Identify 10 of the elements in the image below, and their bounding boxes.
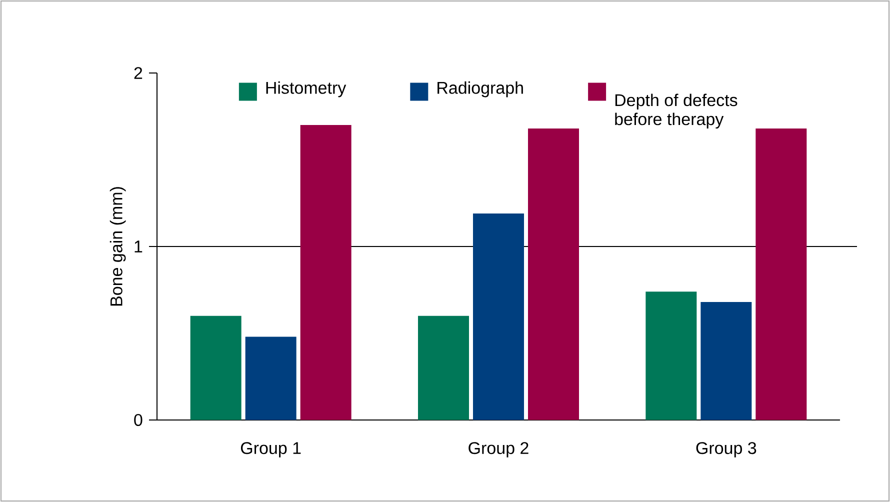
series-label: Depth of defects before therapy — [615, 94, 738, 129]
x-tick-label: Group 1 — [240, 442, 301, 458]
y-axis-title: Bone gain (mm) — [110, 187, 126, 306]
y-tick-label: 2 — [134, 67, 142, 79]
y-tick-label: 1 — [134, 240, 142, 252]
y-tick-label: 0 — [134, 414, 142, 426]
x-tick-label: Group 2 — [468, 442, 528, 458]
legend-label: Histometry — [266, 81, 346, 98]
x-tick-label: Group 3 — [696, 442, 756, 458]
legend-label: Radiograph — [438, 81, 523, 98]
